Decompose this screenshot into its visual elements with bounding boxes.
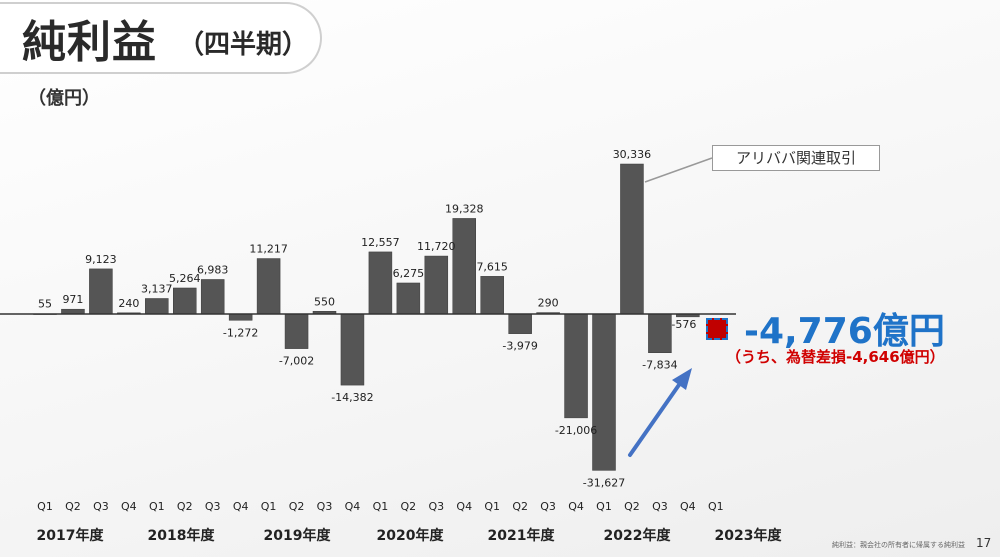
value-label-21: 30,336 [613,148,652,161]
year-label-3: 2020年度 [377,527,445,544]
current-quarter-value: -4,776億円 [744,311,945,352]
quarter-label-8: Q1 [261,500,277,513]
quarter-label-14: Q3 [428,500,444,513]
value-label-9: -7,002 [279,355,314,368]
bar-5 [173,287,197,315]
value-label-13: 6,275 [393,267,425,280]
quarter-label-7: Q4 [233,500,249,513]
value-label-4: 3,137 [141,282,173,295]
footnote: 純利益：親会社の所有者に帰属する純利益 [832,541,965,549]
quarter-label-20: Q1 [596,500,612,513]
value-label-0: 55 [38,298,52,311]
quarter-label-10: Q3 [317,500,333,513]
value-label-2: 9,123 [85,253,117,266]
bar-9 [284,313,309,349]
value-label-23: -576 [671,318,696,331]
fx-loss-note: （うち、為替差損-4,646億円） [726,348,945,366]
bar-15 [452,218,476,315]
year-label-4: 2021年度 [488,527,556,544]
callout-leader-line [644,157,713,183]
current-quarter-marker [706,318,728,340]
quarter-label-1: Q2 [65,500,81,513]
value-label-12: 12,557 [361,236,400,249]
value-label-11: -14,382 [331,391,373,404]
quarter-label-4: Q1 [149,500,165,513]
bar-6 [200,279,225,315]
bar-16 [480,276,504,315]
quarter-label-23: Q4 [680,500,696,513]
year-label-5: 2022年度 [604,527,672,544]
quarter-label-21: Q2 [624,500,640,513]
bar-4 [145,298,169,315]
bar-21 [620,163,644,315]
quarter-label-18: Q3 [540,500,556,513]
value-label-15: 19,328 [445,202,484,215]
bar-13 [396,282,421,315]
bar-group [33,163,700,471]
unit-label: （億円） [28,88,100,109]
bar-20 [592,313,616,471]
page-title: 純利益 [22,17,157,68]
bar-14 [424,255,449,315]
value-label-8: 11,217 [249,243,288,256]
value-label-10: 550 [314,295,335,308]
quarter-label-5: Q2 [177,500,193,513]
value-label-14: 11,720 [417,240,456,253]
value-label-6: 6,983 [197,263,229,276]
value-label-3: 240 [118,297,139,310]
quarter-label-15: Q4 [456,500,472,513]
quarter-label-11: Q4 [345,500,361,513]
alibaba-callout: アリババ関連取引 [712,145,880,171]
value-label-16: 7,615 [476,260,508,273]
quarter-label-group: Q1 Q2 Q3 Q4 Q1 Q2 Q3 Q4 Q1 Q2 Q3 Q4 Q1 Q2 Q3 Q4 Q1 Q2 Q3 Q4… [37,500,723,513]
trend-arrow [628,368,692,457]
quarter-label-0: Q1 [37,500,53,513]
year-label-group: 2017年度 2018年度 2019年度 2020年度 2021年度 2022年度 2023… [37,527,783,544]
quarter-label-22: Q3 [652,500,668,513]
quarter-label-17: Q2 [512,500,528,513]
page-number: 17 [976,536,992,550]
title-banner [0,2,322,74]
value-label-19: -21,006 [555,424,597,437]
trend-arrow-head [672,368,692,390]
quarter-label-6: Q3 [205,500,221,513]
year-label-1: 2018年度 [148,527,216,544]
year-label-6: 2023年度 [715,527,783,544]
value-label-1: 971 [62,293,83,306]
quarter-label-3: Q4 [121,500,137,513]
value-label-7: -1,272 [223,326,258,339]
quarter-label-24: Q1 [708,500,724,513]
value-label-17: -3,979 [502,340,537,353]
bar-8 [256,258,281,315]
quarter-label-12: Q1 [373,500,389,513]
value-label-22: -7,834 [642,359,677,372]
quarter-label-2: Q3 [93,500,109,513]
bar-17 [508,313,532,334]
value-label-18: 290 [538,297,559,310]
trend-arrow-shaft [628,380,683,457]
quarter-label-19: Q4 [568,500,584,513]
bar-22 [648,313,672,353]
bar-19 [564,313,588,419]
quarter-label-16: Q1 [484,500,500,513]
year-label-0: 2017年度 [37,527,105,544]
page-subtitle: （四半期） [178,30,309,60]
bar-7 [228,313,253,321]
value-label-5: 5,264 [169,272,201,285]
bar-11 [340,313,365,386]
bar-2 [89,268,113,315]
bar-12 [368,251,393,315]
quarter-label-9: Q2 [289,500,305,513]
quarter-label-13: Q2 [401,500,417,513]
value-label-20: -31,627 [583,476,625,489]
year-label-2: 2019年度 [264,527,332,544]
